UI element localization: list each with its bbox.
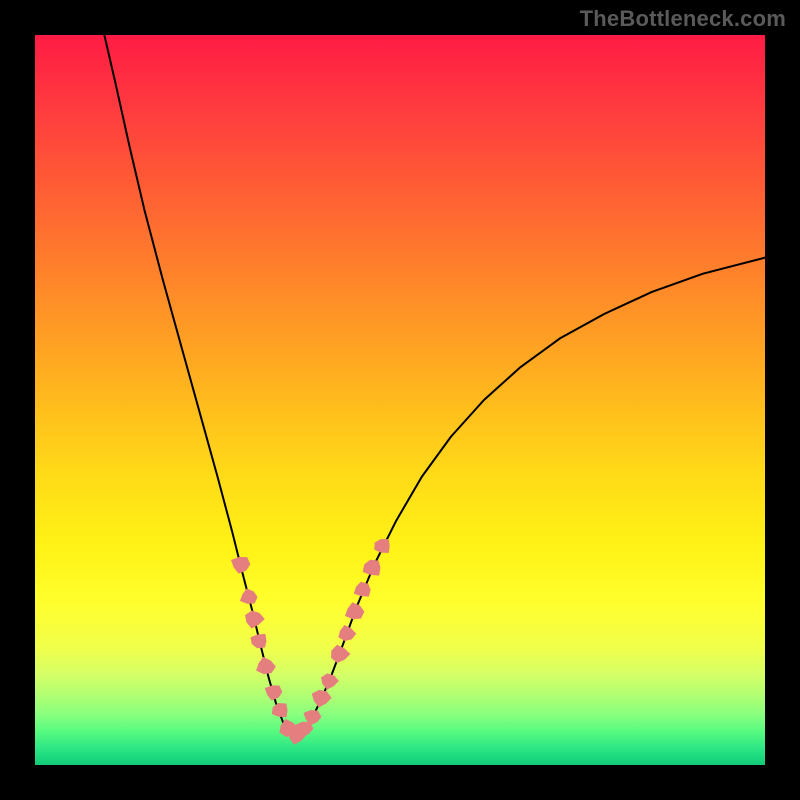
plot-area: [35, 35, 765, 765]
chart-outer: TheBottleneck.com: [0, 0, 800, 800]
background-gradient: [35, 35, 765, 765]
chart-svg: [35, 35, 765, 765]
watermark-text: TheBottleneck.com: [580, 6, 786, 32]
